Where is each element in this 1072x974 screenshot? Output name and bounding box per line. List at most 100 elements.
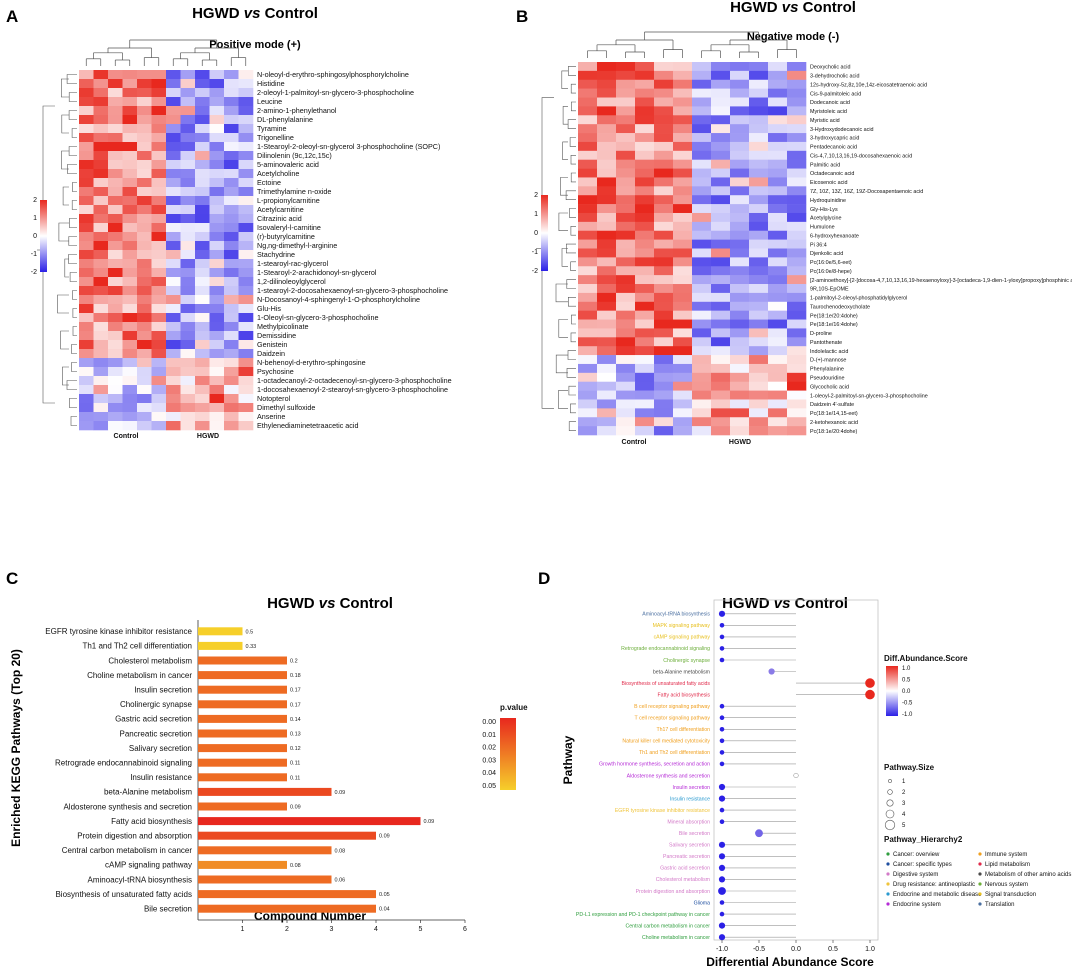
heatmap-cell (616, 141, 636, 152)
hierarchy-legend-dot (978, 872, 982, 876)
panel-b-title: HGWD vs Control (730, 0, 856, 16)
heatmap-cell (635, 337, 655, 347)
x-tick-label: 3 (330, 926, 334, 933)
heatmap-cell (108, 304, 123, 314)
heatmap-cell (224, 367, 239, 377)
heatmap-cell (137, 124, 152, 134)
heatmap-cell (711, 239, 731, 249)
heatmap-cell (597, 115, 617, 125)
heatmap-cell (151, 142, 167, 152)
heatmap-row-label: 1-octadecanoyl-2-octadecenoyl-sn-glycero… (257, 376, 452, 385)
heatmap-cell (787, 106, 807, 116)
heatmap-cell (195, 88, 210, 98)
heatmap-cell (137, 349, 152, 359)
heatmap-cell (137, 169, 152, 179)
lollipop-point (719, 715, 725, 720)
heatmap-cell (768, 399, 788, 409)
heatmap-cell (180, 178, 196, 188)
heatmap-row-label: (r)-butyrylcarnitine (257, 232, 315, 241)
heatmap-cell (616, 230, 636, 240)
heatmap-cell (209, 196, 225, 206)
lollipop-point (719, 634, 725, 640)
x-tick-label: 5 (419, 926, 423, 933)
pathway-label: Fatty acid biosynthesis (658, 692, 711, 698)
heatmap-cell (692, 337, 712, 347)
heatmap-cell (749, 62, 769, 72)
heatmap-cell (749, 248, 769, 258)
pathway-label: Gastric acid secretion (660, 866, 710, 872)
heatmap-cell (635, 97, 655, 107)
heatmap-cell (787, 257, 807, 267)
pathway-label: beta-Alanine metabolism (653, 669, 710, 675)
heatmap-cell (108, 331, 123, 341)
heatmap-cell (137, 196, 152, 206)
heatmap-cell (673, 381, 693, 391)
heatmap-cell (749, 319, 769, 329)
panel-label-a: A (6, 7, 18, 26)
heatmap-cell (93, 331, 109, 341)
heatmap-cell (195, 160, 210, 170)
score-legend-bar (886, 666, 898, 716)
heatmap-cell (673, 150, 693, 160)
heatmap-cell (180, 106, 196, 116)
heatmap-cell (730, 204, 750, 214)
heatmap-cell (749, 257, 769, 267)
heatmap-cell (79, 133, 94, 143)
hierarchy-legend-label: Cancer: overview (893, 852, 940, 858)
heatmap-row-label: 2-ketohexanoic acid (810, 420, 858, 426)
heatmap-cell (166, 277, 181, 287)
heatmap-cell (238, 178, 254, 188)
heatmap-cell (93, 277, 109, 287)
heatmap-cell (768, 239, 788, 249)
heatmap-cell (108, 403, 123, 413)
bar (198, 802, 287, 811)
heatmap-cell (749, 186, 769, 196)
panel-d-legend-score-title: Diff.Abundance.Score (884, 654, 968, 663)
heatmap-cell (673, 141, 693, 152)
heatmap-cell (673, 159, 693, 169)
bar (198, 685, 287, 694)
lollipop-point (719, 703, 725, 709)
heatmap-cell (711, 141, 731, 152)
heatmap-cell (749, 390, 769, 400)
heatmap-cell (673, 115, 693, 125)
category-label: Protein digestion and absorption (77, 832, 192, 841)
heatmap-cell (224, 277, 239, 287)
heatmap-cell (224, 151, 239, 161)
hierarchy-legend-dot (886, 852, 890, 856)
heatmap-cell (151, 187, 167, 197)
heatmap-cell (578, 417, 598, 427)
heatmap-cell (180, 214, 196, 224)
heatmap-cell (597, 195, 617, 205)
heatmap-cell (137, 277, 152, 287)
heatmap-cell (692, 426, 712, 436)
heatmap-cell (166, 412, 181, 422)
heatmap-cell (166, 331, 181, 341)
heatmap-cell (166, 304, 181, 314)
heatmap-cell (108, 79, 123, 89)
x-tick-label: 1 (241, 926, 245, 933)
heatmap-cell (151, 313, 167, 323)
heatmap-cell (787, 221, 807, 232)
bar (198, 729, 287, 738)
heatmap-cell (768, 168, 788, 178)
heatmap-row-label: 3-hydroxycapric acid (810, 136, 859, 142)
heatmap-cell (195, 304, 210, 314)
heatmap-cell (137, 376, 152, 386)
heatmap-cell (654, 168, 674, 178)
heatmap-cell (730, 301, 750, 311)
heatmap-row-label: 2-amino-1-phenylethanol (257, 106, 337, 115)
heatmap-cell (768, 195, 788, 205)
heatmap-cell (711, 292, 731, 303)
pathway-label: Natural killer cell mediated cytotoxicit… (622, 739, 710, 745)
heatmap-cell (238, 205, 254, 215)
heatmap-cell (151, 349, 167, 359)
heatmap-cell (578, 88, 598, 98)
heatmap-cell (180, 304, 196, 314)
heatmap-cell (93, 232, 109, 242)
heatmap-cell (238, 214, 254, 224)
heatmap-cell (578, 301, 598, 311)
heatmap-cell (597, 301, 617, 311)
heatmap-cell (749, 381, 769, 391)
